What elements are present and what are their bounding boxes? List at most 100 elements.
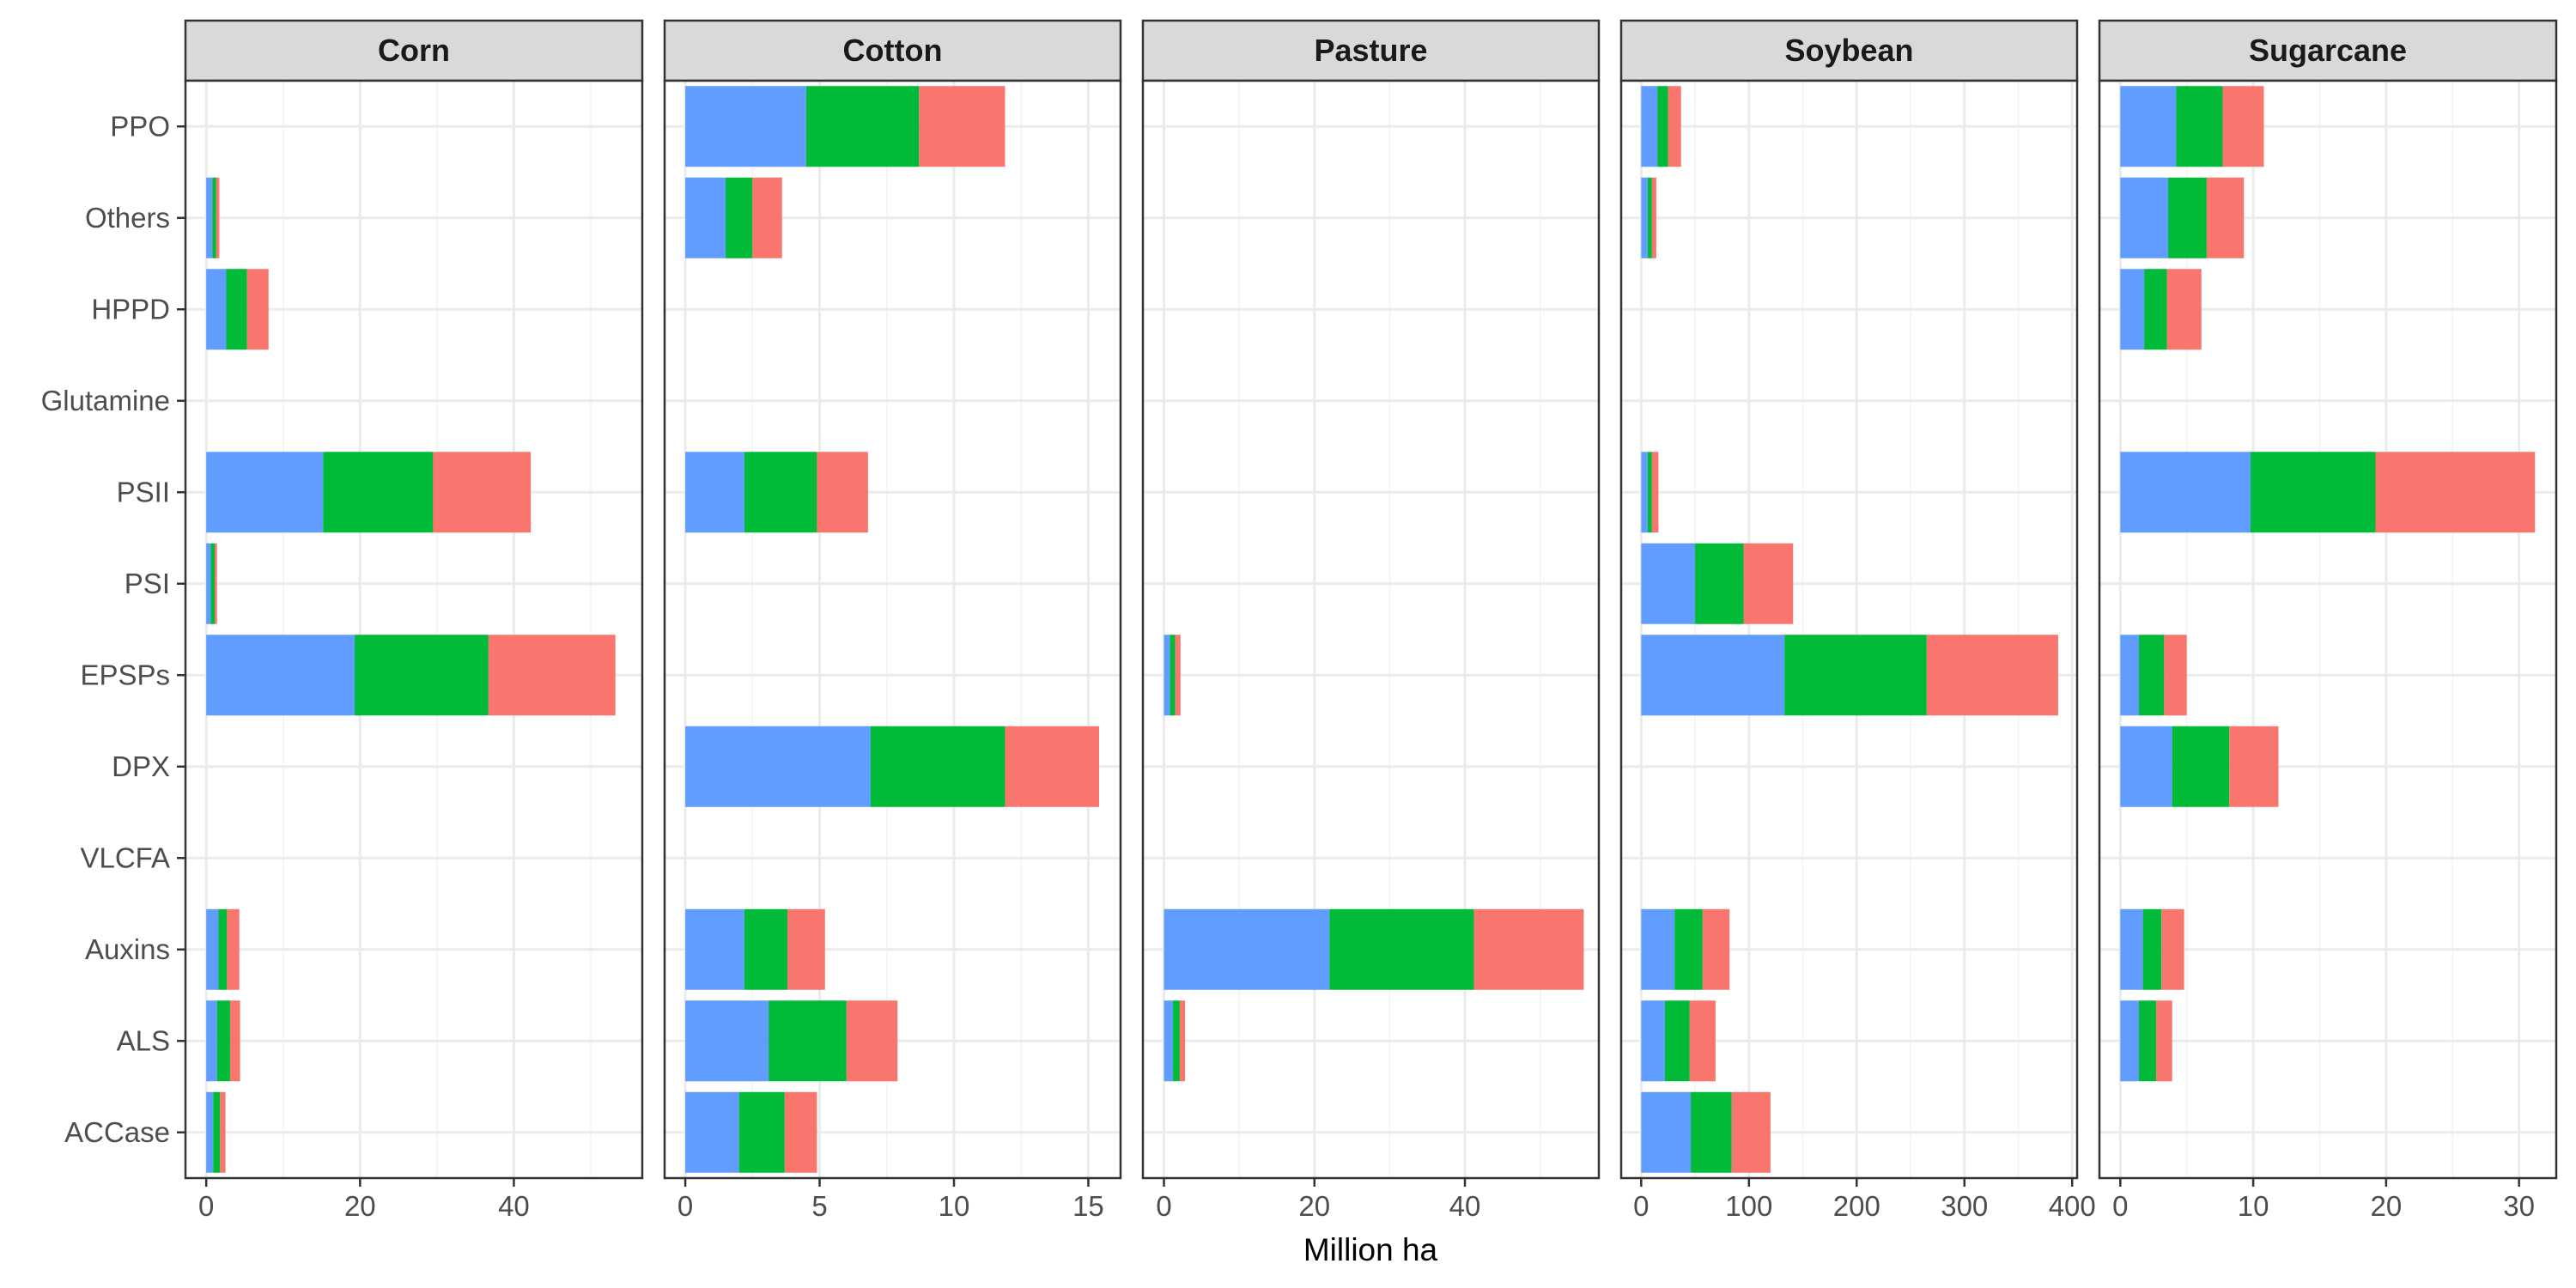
bar-cotton-dpx-seg2 <box>870 726 1005 807</box>
facet-strip-corn <box>184 19 644 82</box>
panel-background-sugarcane <box>2099 81 2556 1178</box>
bar-soybean-accase-seg3 <box>1731 1091 1771 1173</box>
facet-title-corn: Corn <box>378 33 450 68</box>
y-tick-label-als: ALS <box>117 1024 170 1056</box>
bar-cotton-als-seg1 <box>685 1000 769 1082</box>
x-tick-label: 0 <box>677 1190 693 1222</box>
facet-strip-soybean <box>1619 19 2079 82</box>
bar-cotton-ppo-seg3 <box>919 86 1005 167</box>
x-tick-label: 0 <box>198 1190 214 1222</box>
x-tick-label: 20 <box>1298 1190 1330 1222</box>
bar-soybean-auxins-seg2 <box>1674 908 1703 990</box>
bar-sugarcane-others-seg1 <box>2120 177 2169 258</box>
x-tick-label: 40 <box>498 1190 530 1222</box>
panel-border-cotton <box>663 79 1122 1180</box>
bar-corn-accase-seg1 <box>206 1091 214 1173</box>
bar-soybean-als-seg3 <box>1689 1000 1716 1082</box>
bar-soybean-accase-seg2 <box>1691 1091 1732 1173</box>
bar-pasture-epsps-seg3 <box>1175 635 1181 716</box>
x-tick-label: 300 <box>1941 1190 1988 1222</box>
bar-cotton-dpx-seg1 <box>685 726 871 807</box>
bar-corn-auxins-seg2 <box>218 908 228 990</box>
bar-soybean-accase-seg1 <box>1641 1091 1692 1173</box>
facet-title-sugarcane: Sugarcane <box>2249 33 2407 68</box>
bar-sugarcane-auxins-seg2 <box>2142 908 2162 990</box>
bar-sugarcane-others-seg3 <box>2206 177 2245 258</box>
bar-cotton-als-seg3 <box>846 1000 898 1082</box>
bar-corn-hppd-seg2 <box>226 269 247 350</box>
facet-title-pasture: Pasture <box>1314 33 1427 68</box>
bar-sugarcane-epsps-seg3 <box>2164 635 2187 716</box>
y-tick-label-psi: PSI <box>125 568 170 599</box>
bar-soybean-als-seg1 <box>1641 1000 1665 1082</box>
bar-soybean-others-seg1 <box>1641 177 1648 258</box>
bar-corn-als-seg1 <box>206 1000 217 1082</box>
bar-soybean-others-seg3 <box>1651 177 1656 258</box>
y-tick-label-psii: PSII <box>117 476 170 507</box>
x-tick-label: 20 <box>2371 1190 2403 1222</box>
panel-border-soybean <box>1619 79 2079 1180</box>
x-axis-title: Million ha <box>1303 1232 1438 1267</box>
bar-corn-epsps-seg3 <box>488 635 616 716</box>
bar-corn-psii-seg2 <box>323 452 434 533</box>
bar-cotton-auxins-seg1 <box>685 908 744 990</box>
x-tick-label: 0 <box>2112 1190 2128 1222</box>
bar-cotton-accase-seg1 <box>685 1091 739 1173</box>
bar-sugarcane-dpx-seg3 <box>2229 726 2279 807</box>
bar-cotton-others-seg3 <box>752 177 782 258</box>
bar-sugarcane-others-seg2 <box>2168 177 2207 258</box>
bar-pasture-auxins-seg1 <box>1163 908 1330 990</box>
y-tick-label-ppo: PPO <box>110 110 170 142</box>
x-tick-label: 15 <box>1072 1190 1104 1222</box>
bar-corn-accase-seg2 <box>213 1091 221 1173</box>
bar-corn-epsps-seg1 <box>206 635 355 716</box>
bar-cotton-others-seg2 <box>726 177 753 258</box>
x-tick-label: 30 <box>2503 1190 2535 1222</box>
y-tick-label-glutamine: Glutamine <box>41 385 170 416</box>
bar-sugarcane-hppd-seg3 <box>2166 269 2202 350</box>
bar-corn-auxins-seg1 <box>206 908 219 990</box>
bar-sugarcane-als-seg2 <box>2138 1000 2157 1082</box>
bar-cotton-ppo-seg2 <box>805 86 920 167</box>
bar-cotton-ppo-seg1 <box>685 86 806 167</box>
bar-pasture-auxins-seg2 <box>1329 908 1474 990</box>
bar-corn-psii-seg3 <box>433 452 532 533</box>
bar-sugarcane-epsps-seg1 <box>2120 635 2139 716</box>
bar-sugarcane-dpx-seg2 <box>2172 726 2230 807</box>
bar-sugarcane-als-seg1 <box>2120 1000 2139 1082</box>
bar-sugarcane-epsps-seg2 <box>2138 635 2165 716</box>
bar-cotton-psii-seg3 <box>817 452 868 533</box>
x-tick-label: 0 <box>1156 1190 1171 1222</box>
bar-soybean-psii-seg2 <box>1647 452 1652 533</box>
bar-sugarcane-ppo-seg2 <box>2176 86 2223 167</box>
bar-sugarcane-psii-seg3 <box>2375 452 2536 533</box>
bar-corn-others-seg2 <box>212 177 216 258</box>
bar-sugarcane-hppd-seg1 <box>2120 269 2145 350</box>
x-tick-label: 400 <box>2049 1190 2096 1222</box>
bar-sugarcane-ppo-seg1 <box>2120 86 2177 167</box>
facet-title-soybean: Soybean <box>1784 33 1913 68</box>
bar-corn-hppd-seg3 <box>246 269 269 350</box>
bar-pasture-als-seg3 <box>1179 1000 1186 1082</box>
y-tick-label-dpx: DPX <box>112 750 170 782</box>
x-tick-label: 0 <box>1633 1190 1649 1222</box>
bar-cotton-accase-seg3 <box>784 1091 817 1173</box>
bar-corn-als-seg3 <box>229 1000 240 1082</box>
bar-soybean-epsps-seg3 <box>1926 635 2058 716</box>
bar-corn-hppd-seg1 <box>206 269 227 350</box>
y-tick-label-epsps: EPSPs <box>80 659 170 690</box>
bar-pasture-epsps-seg2 <box>1170 635 1176 716</box>
panel-border-pasture <box>1141 79 1601 1180</box>
bar-sugarcane-auxins-seg3 <box>2161 908 2184 990</box>
facet-strip-sugarcane <box>2098 19 2558 82</box>
bar-sugarcane-psii-seg1 <box>2120 452 2251 533</box>
panel-border-corn <box>184 79 644 1180</box>
bar-soybean-auxins-seg3 <box>1702 908 1730 990</box>
panel-border-sugarcane <box>2098 79 2558 1180</box>
bar-cotton-als-seg2 <box>769 1000 847 1082</box>
bar-corn-als-seg2 <box>216 1000 230 1082</box>
bar-cotton-psii-seg2 <box>744 452 817 533</box>
facet-strip-cotton <box>663 19 1122 82</box>
bar-corn-accase-seg3 <box>220 1091 226 1173</box>
